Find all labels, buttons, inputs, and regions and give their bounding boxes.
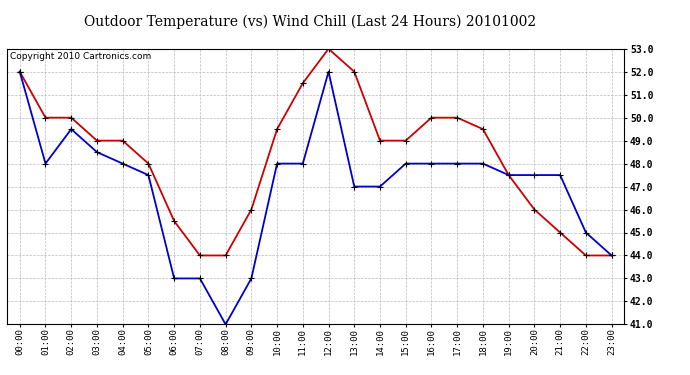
Text: Outdoor Temperature (vs) Wind Chill (Last 24 Hours) 20101002: Outdoor Temperature (vs) Wind Chill (Las… (84, 15, 537, 29)
Text: Copyright 2010 Cartronics.com: Copyright 2010 Cartronics.com (10, 51, 151, 60)
